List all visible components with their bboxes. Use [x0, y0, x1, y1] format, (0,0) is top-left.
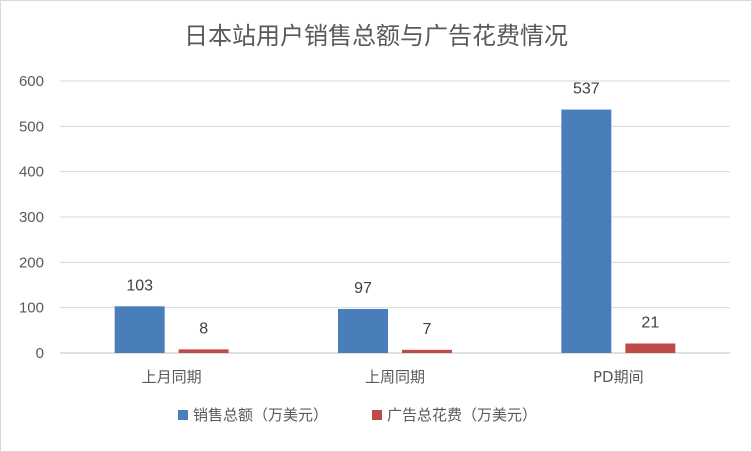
bar: [561, 109, 612, 353]
bar: [338, 309, 388, 353]
y-tick-label: 300: [19, 209, 44, 226]
y-tick-label: 100: [19, 300, 44, 317]
y-tick-label: 400: [19, 164, 44, 181]
gridlines: [60, 80, 730, 354]
legend-swatch: [178, 410, 188, 420]
x-category-label: 上周同期: [365, 368, 425, 386]
y-tick-label: 0: [36, 345, 44, 362]
bar: [625, 343, 676, 353]
legend-label: 广告总花费（万美元）: [387, 406, 537, 424]
y-tick-label: 600: [19, 73, 44, 90]
bars: [114, 109, 676, 353]
data-label: 97: [354, 280, 372, 297]
x-axis-categories: 上月同期 上周同期 PD期间: [142, 368, 644, 386]
data-labels: 103 8 97 7 537 21: [126, 81, 659, 338]
legend: 销售总额（万美元） 广告总花费（万美元）: [178, 406, 537, 424]
data-label: 21: [641, 314, 659, 331]
bar: [402, 349, 452, 353]
x-category-label: 上月同期: [142, 368, 202, 386]
data-label: 103: [126, 277, 153, 294]
bar: [114, 306, 165, 353]
legend-label: 销售总额（万美元）: [193, 406, 328, 424]
x-category-label: PD期间: [593, 368, 644, 386]
y-tick-label: 500: [19, 118, 44, 135]
legend-swatch: [372, 410, 382, 420]
y-tick-label: 200: [19, 254, 44, 271]
y-axis-ticks: 0 100 200 300 400 500 600: [19, 73, 44, 362]
data-label: 7: [423, 321, 432, 338]
chart-title: 日本站用户销售总额与广告花费情况: [184, 22, 568, 50]
bar: [178, 349, 229, 353]
data-label: 8: [199, 320, 208, 337]
data-label: 537: [573, 81, 600, 98]
